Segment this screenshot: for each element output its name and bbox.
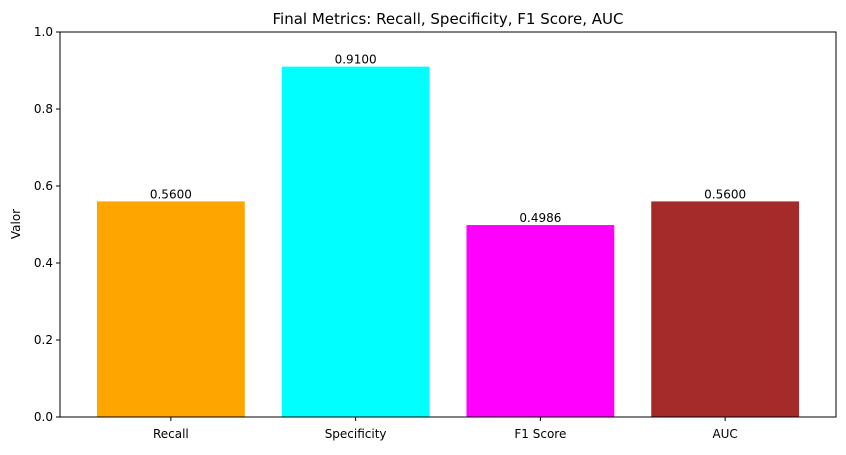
bar-value-label: 0.4986 xyxy=(519,211,561,225)
y-tick-label: 0.0 xyxy=(34,410,53,424)
bar-value-label: 0.5600 xyxy=(150,187,192,201)
x-axis-ticks: Recall Specificity F1 Score AUC xyxy=(153,417,738,441)
x-tick-label: F1 Score xyxy=(514,427,566,441)
bar-value-labels: 0.5600 0.9100 0.4986 0.5600 xyxy=(150,53,746,225)
y-tick-label: 1.0 xyxy=(34,25,53,39)
y-tick-label: 0.8 xyxy=(34,102,53,116)
y-axis-label: Valor xyxy=(9,209,23,239)
x-tick-label: Recall xyxy=(153,427,189,441)
bar-value-label: 0.9100 xyxy=(335,53,377,67)
bars-layer xyxy=(96,66,800,418)
bar-f1-score xyxy=(466,225,615,417)
y-tick-label: 0.2 xyxy=(34,333,53,347)
bar-auc xyxy=(651,201,800,417)
chart-title: Final Metrics: Recall, Specificity, F1 S… xyxy=(273,10,624,28)
bar-value-label: 0.5600 xyxy=(704,187,746,201)
plot-frame xyxy=(59,31,837,418)
bar-recall xyxy=(96,201,245,417)
bar-specificity xyxy=(281,66,430,418)
x-tick-label: AUC xyxy=(712,427,737,441)
x-tick-label: Specificity xyxy=(325,427,387,441)
y-tick-label: 0.6 xyxy=(34,179,53,193)
y-tick-label: 0.4 xyxy=(34,256,53,270)
y-axis-ticks: 0.0 0.2 0.4 0.6 0.8 1.0 xyxy=(34,25,60,424)
